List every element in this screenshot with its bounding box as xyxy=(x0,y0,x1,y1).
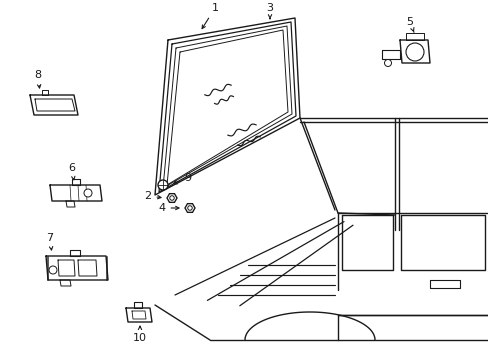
Circle shape xyxy=(84,189,92,197)
Circle shape xyxy=(405,43,423,61)
Polygon shape xyxy=(72,179,80,185)
Text: 4: 4 xyxy=(158,203,179,213)
Polygon shape xyxy=(58,260,75,276)
Polygon shape xyxy=(155,18,299,195)
Polygon shape xyxy=(159,22,295,192)
Polygon shape xyxy=(70,250,80,256)
Polygon shape xyxy=(126,308,152,322)
Text: 5: 5 xyxy=(406,17,413,32)
Circle shape xyxy=(158,180,168,190)
Polygon shape xyxy=(167,194,177,202)
Text: 7: 7 xyxy=(46,233,54,250)
Polygon shape xyxy=(134,302,142,308)
Polygon shape xyxy=(381,50,399,59)
Polygon shape xyxy=(405,33,423,40)
Polygon shape xyxy=(132,311,146,319)
Polygon shape xyxy=(42,90,48,95)
Text: 2: 2 xyxy=(144,191,161,201)
Polygon shape xyxy=(30,95,78,115)
Polygon shape xyxy=(60,280,71,286)
Polygon shape xyxy=(341,215,392,270)
Polygon shape xyxy=(184,204,195,212)
Polygon shape xyxy=(50,185,102,201)
Polygon shape xyxy=(46,256,108,280)
Circle shape xyxy=(384,59,391,67)
Polygon shape xyxy=(163,26,291,188)
Circle shape xyxy=(169,196,174,200)
Text: 6: 6 xyxy=(68,163,75,180)
Text: 8: 8 xyxy=(34,70,41,88)
Circle shape xyxy=(49,266,57,274)
Polygon shape xyxy=(400,215,484,270)
Polygon shape xyxy=(35,99,75,111)
Polygon shape xyxy=(66,201,75,207)
Text: 3: 3 xyxy=(266,3,273,19)
Polygon shape xyxy=(429,280,459,288)
Circle shape xyxy=(187,206,192,210)
Polygon shape xyxy=(167,30,287,185)
Text: 10: 10 xyxy=(133,326,147,343)
Polygon shape xyxy=(78,260,97,276)
Polygon shape xyxy=(399,40,429,63)
Text: 1: 1 xyxy=(202,3,218,28)
Text: 9: 9 xyxy=(173,173,191,184)
Polygon shape xyxy=(337,213,488,315)
